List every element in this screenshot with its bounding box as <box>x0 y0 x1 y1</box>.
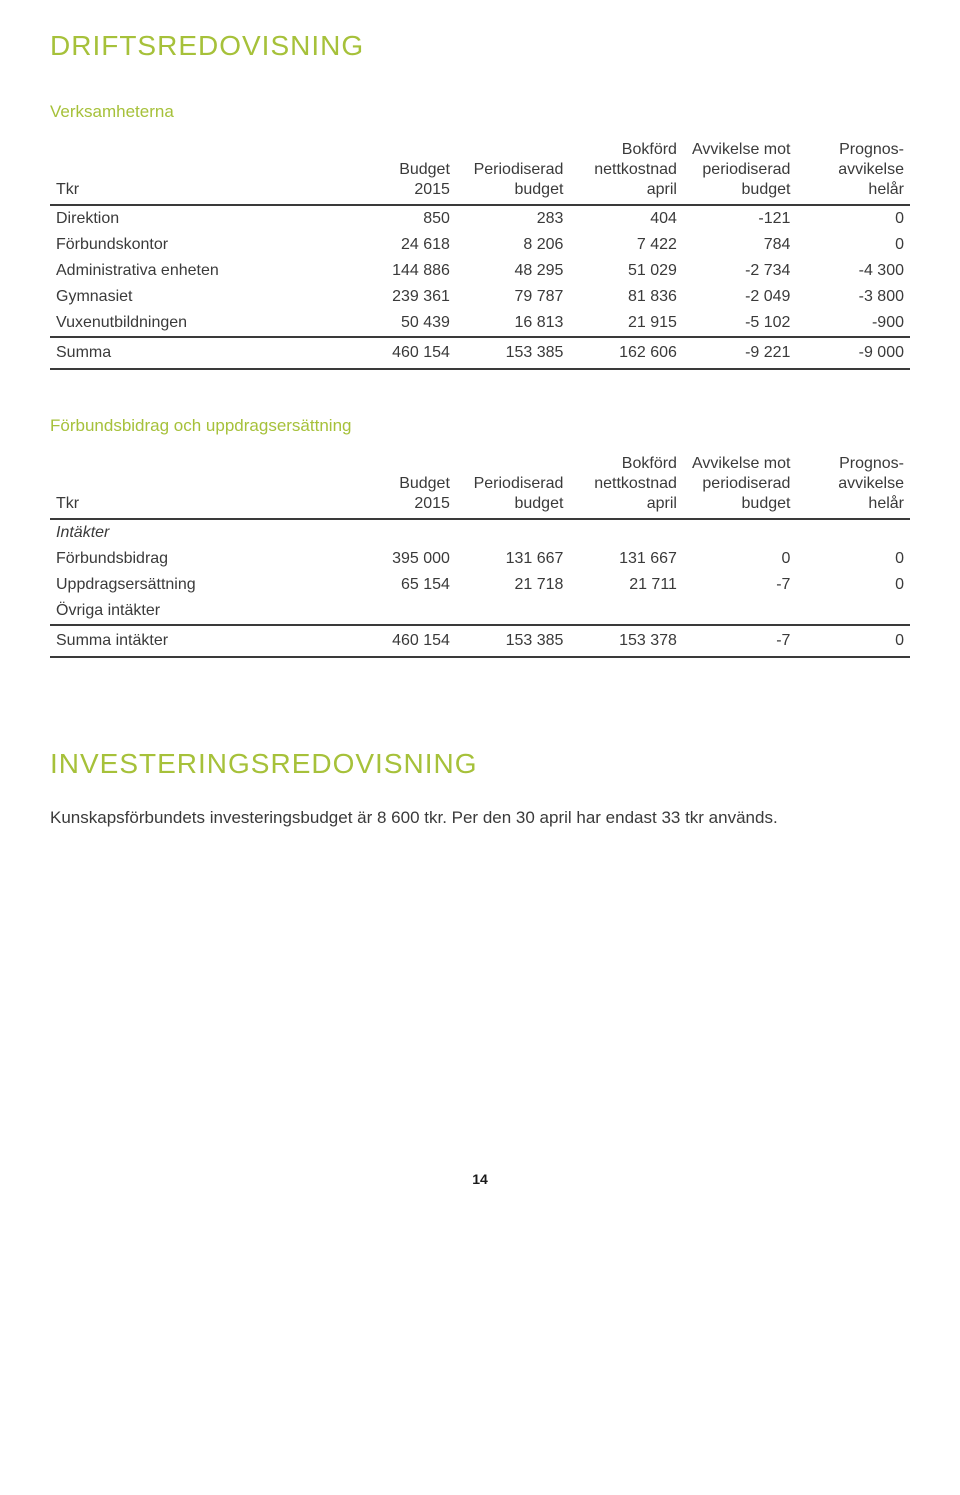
table1-row-value: 144 886 <box>342 258 456 284</box>
table2-row-value: 0 <box>796 546 910 572</box>
table2-row-label: Övriga intäkter <box>50 598 342 625</box>
table1-row-label: Vuxenutbildningen <box>50 310 342 337</box>
table1-row-value: 0 <box>796 205 910 232</box>
table-verksamheterna: Tkr Budget2015 Periodiseradbudget Bokför… <box>50 136 910 370</box>
table1-row-value: 21 915 <box>569 310 683 337</box>
table2-sum-v2: 153 378 <box>569 625 683 657</box>
table1-row-label: Direktion <box>50 205 342 232</box>
table2-row: Uppdragsersättning65 15421 71821 711-70 <box>50 572 910 598</box>
table2-row-value <box>342 598 456 625</box>
table1-row-value: 48 295 <box>456 258 570 284</box>
table-forbundsbidrag: Tkr Budget2015 Periodiseradbudget Bokför… <box>50 450 910 658</box>
table1-header-row: Tkr Budget2015 Periodiseradbudget Bokför… <box>50 136 910 205</box>
table1-title: Verksamheterna <box>50 102 910 122</box>
table1-row-value: 8 206 <box>456 232 570 258</box>
table2-section-label-row: Intäkter <box>50 519 910 546</box>
table2-col-2: Periodiseradbudget <box>456 450 570 519</box>
table2-row-value: -7 <box>683 572 797 598</box>
table2-sum-v1: 153 385 <box>456 625 570 657</box>
table1-row-value: -121 <box>683 205 797 232</box>
table1-row: Gymnasiet239 36179 78781 836-2 049-3 800 <box>50 284 910 310</box>
table2-row-label: Uppdragsersättning <box>50 572 342 598</box>
table2-row-value: 21 718 <box>456 572 570 598</box>
table2-row-label: Förbundsbidrag <box>50 546 342 572</box>
table1-col-5: Prognos-avvikelsehelår <box>796 136 910 205</box>
table2-row-value: 131 667 <box>456 546 570 572</box>
table1-row-value: 81 836 <box>569 284 683 310</box>
table1-sum-v1: 153 385 <box>456 337 570 369</box>
table1-col-2: Periodiseradbudget <box>456 136 570 205</box>
table2-col-5: Prognos-avvikelsehelår <box>796 450 910 519</box>
table1-row-value: 51 029 <box>569 258 683 284</box>
table1-row: Förbundskontor24 6188 2067 4227840 <box>50 232 910 258</box>
table2-sum-row: Summa intäkter 460 154 153 385 153 378 -… <box>50 625 910 657</box>
table2-col-0: Tkr <box>50 450 342 519</box>
table2-sum-v3: -7 <box>683 625 797 657</box>
page-number: 14 <box>50 1171 910 1187</box>
table1-col-3: Bokfördnettkostnad april <box>569 136 683 205</box>
table2-row-value: 0 <box>796 572 910 598</box>
table1-row-value: 50 439 <box>342 310 456 337</box>
table1-row-value: 283 <box>456 205 570 232</box>
table1-row-value: -4 300 <box>796 258 910 284</box>
table1-row-value: 404 <box>569 205 683 232</box>
table2-row-value: 65 154 <box>342 572 456 598</box>
table1-sum-row: Summa 460 154 153 385 162 606 -9 221 -9 … <box>50 337 910 369</box>
table1-row: Direktion850283404-1210 <box>50 205 910 232</box>
table2-row-value: 0 <box>683 546 797 572</box>
table2-row-value: 131 667 <box>569 546 683 572</box>
table1-col-0: Tkr <box>50 136 342 205</box>
table2-sum-v0: 460 154 <box>342 625 456 657</box>
table1-row-value: -2 049 <box>683 284 797 310</box>
table2-row: Förbundsbidrag395 000131 667131 66700 <box>50 546 910 572</box>
table2-row-value <box>569 598 683 625</box>
table1-col-4: Avvikelse motperiodiseradbudget <box>683 136 797 205</box>
table1-row-value: -3 800 <box>796 284 910 310</box>
table2-col-3: Bokfördnettkostnad april <box>569 450 683 519</box>
table1-row-value: -900 <box>796 310 910 337</box>
table1-row-label: Gymnasiet <box>50 284 342 310</box>
table2-col-1: Budget2015 <box>342 450 456 519</box>
table2-row-value <box>683 598 797 625</box>
table1-row: Vuxenutbildningen50 43916 81321 915-5 10… <box>50 310 910 337</box>
table1-row-value: -5 102 <box>683 310 797 337</box>
table1-row: Administrativa enheten144 88648 29551 02… <box>50 258 910 284</box>
table2-section-label: Intäkter <box>50 519 910 546</box>
table2-col-4: Avvikelse motperiodiseradbudget <box>683 450 797 519</box>
table2-row-value <box>796 598 910 625</box>
page-title: DRIFTSREDOVISNING <box>50 30 910 62</box>
table1-sum-v2: 162 606 <box>569 337 683 369</box>
table1-row-label: Förbundskontor <box>50 232 342 258</box>
table1-row-value: 79 787 <box>456 284 570 310</box>
table2-sum-label: Summa intäkter <box>50 625 342 657</box>
table1-sum-v0: 460 154 <box>342 337 456 369</box>
table2-row-value: 395 000 <box>342 546 456 572</box>
table1-row-value: 784 <box>683 232 797 258</box>
table2-row: Övriga intäkter <box>50 598 910 625</box>
table2-sum-v4: 0 <box>796 625 910 657</box>
table1-row-value: 239 361 <box>342 284 456 310</box>
table1-row-value: 850 <box>342 205 456 232</box>
section2-body: Kunskapsförbundets investeringsbudget är… <box>50 806 910 831</box>
table1-sum-v3: -9 221 <box>683 337 797 369</box>
section2-title: INVESTERINGSREDOVISNING <box>50 748 910 780</box>
table1-row-label: Administrativa enheten <box>50 258 342 284</box>
table1-row-value: 24 618 <box>342 232 456 258</box>
table1-row-value: 0 <box>796 232 910 258</box>
table2-row-value <box>456 598 570 625</box>
table2-row-value: 21 711 <box>569 572 683 598</box>
table1-col-1: Budget2015 <box>342 136 456 205</box>
table1-sum-label: Summa <box>50 337 342 369</box>
table1-row-value: -2 734 <box>683 258 797 284</box>
table2-header-row: Tkr Budget2015 Periodiseradbudget Bokför… <box>50 450 910 519</box>
table1-row-value: 7 422 <box>569 232 683 258</box>
table1-row-value: 16 813 <box>456 310 570 337</box>
table2-title: Förbundsbidrag och uppdragsersättning <box>50 416 910 436</box>
table1-sum-v4: -9 000 <box>796 337 910 369</box>
